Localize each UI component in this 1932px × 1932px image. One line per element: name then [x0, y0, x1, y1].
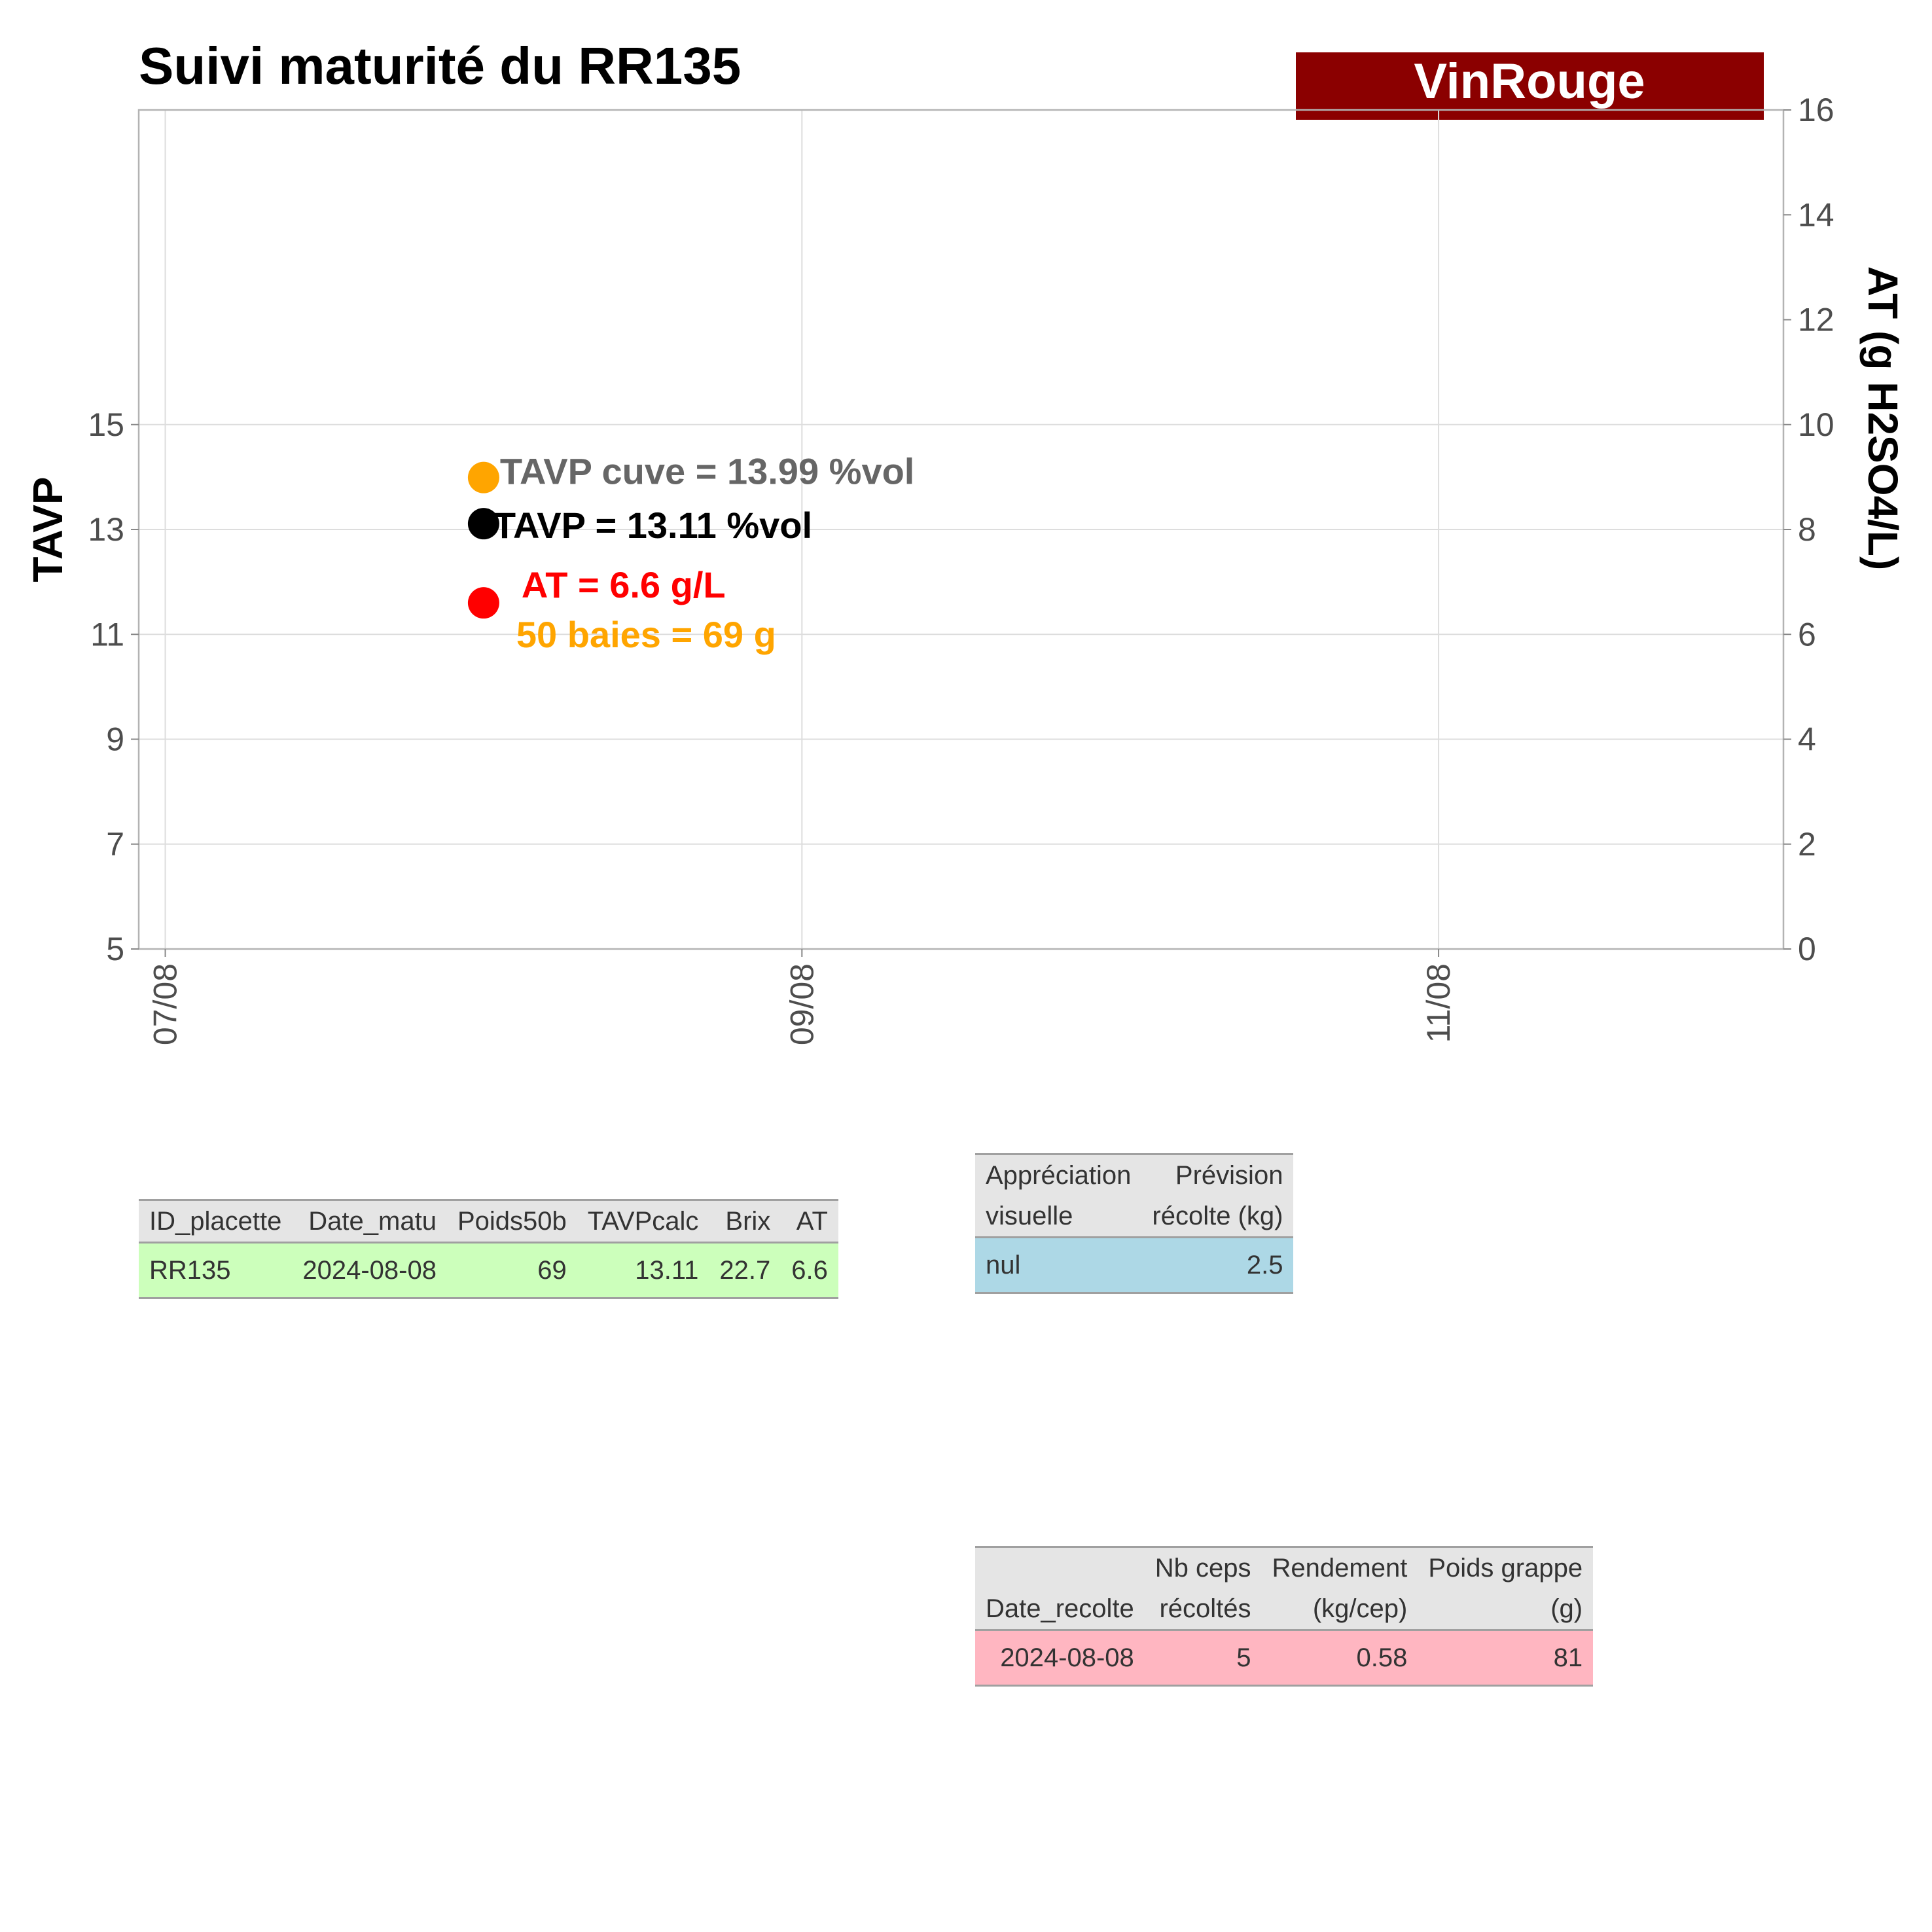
- y2-tick-label: 4: [1798, 721, 1816, 758]
- harvest-table: Nb ceps Rendement Poids grappe Date_reco…: [975, 1546, 1594, 1687]
- y-axis-title: TAVP: [24, 476, 71, 582]
- data-point: [467, 587, 499, 619]
- y-tick-label: 7: [106, 826, 124, 863]
- col-header-rendement-line2: (kg/cep): [1261, 1588, 1418, 1631]
- col-header-id-placette: ID_placette: [139, 1199, 293, 1243]
- col-header-tavpcalc: TAVPcalc: [577, 1199, 709, 1243]
- col-header-nb-ceps-line2: récoltés: [1144, 1588, 1262, 1631]
- col-header-poids-grappe: Poids grappe: [1418, 1546, 1594, 1588]
- y2-tick-label: 8: [1798, 511, 1816, 548]
- brand-badge: [1296, 52, 1764, 120]
- y2-tick-label: 6: [1798, 616, 1816, 653]
- col-header-nb-ceps: Nb ceps: [1144, 1546, 1262, 1588]
- col-header-appreciation: Appréciation: [975, 1153, 1142, 1196]
- x-tick-label: 09/08: [783, 963, 820, 1045]
- data-label: AT = 6.6 g/L: [522, 564, 726, 605]
- y2-tick-label: 12: [1798, 302, 1834, 338]
- brand-badge-label: VinRouge: [1414, 54, 1645, 109]
- cell-date-recolte: 2024-08-08: [975, 1630, 1145, 1687]
- cell-poids-grappe: 81: [1418, 1630, 1594, 1687]
- col-header-poids50b: Poids50b: [446, 1199, 577, 1243]
- data-label: TAVP = 13.11 %vol: [493, 505, 812, 546]
- y2-tick-label: 0: [1798, 931, 1816, 967]
- col-header-prevision: Prévision: [1141, 1153, 1294, 1196]
- col-header-at: AT: [781, 1199, 838, 1243]
- y2-tick-label: 16: [1798, 92, 1834, 128]
- data-point: [467, 508, 499, 540]
- col-header-rendement: Rendement: [1261, 1546, 1418, 1588]
- col-header-empty: [975, 1546, 1145, 1588]
- table-row: 2024-08-08 5 0.58 81: [975, 1630, 1594, 1687]
- cell-date-matu: 2024-08-08: [292, 1242, 447, 1299]
- y-tick-label: 15: [88, 406, 124, 443]
- x-tick-label: 11/08: [1420, 963, 1457, 1043]
- y2-tick-label: 2: [1798, 826, 1816, 863]
- data-label: TAVP cuve = 13.99 %vol: [500, 451, 914, 492]
- x-tick-label: 07/08: [147, 963, 184, 1045]
- y2-tick-label: 14: [1798, 196, 1834, 233]
- col-header-date-matu: Date_matu: [292, 1199, 447, 1243]
- cell-prevision: 2.5: [1141, 1237, 1294, 1294]
- cell-nb-ceps: 5: [1144, 1630, 1262, 1687]
- col-header-prevision-line2: récolte (kg): [1141, 1196, 1294, 1238]
- col-header-appreciation-line2: visuelle: [975, 1196, 1142, 1238]
- cell-appreciation: nul: [975, 1237, 1142, 1294]
- col-header-poids-grappe-line2: (g): [1418, 1588, 1594, 1631]
- appreciation-table: Appréciation Prévision visuelle récolte …: [975, 1153, 1294, 1294]
- y-tick-label: 11: [90, 616, 124, 653]
- col-header-date-recolte: Date_recolte: [975, 1588, 1145, 1631]
- data-point: [467, 461, 499, 493]
- y-tick-label: 13: [88, 511, 124, 548]
- cell-poids50b: 69: [446, 1242, 577, 1299]
- table-row: RR135 2024-08-08 69 13.11 22.7 6.6: [139, 1242, 838, 1299]
- cell-id-placette: RR135: [139, 1242, 293, 1299]
- cell-rendement: 0.58: [1261, 1630, 1418, 1687]
- cell-brix: 22.7: [709, 1242, 781, 1299]
- y-tick-label: 9: [106, 721, 124, 758]
- table-row: nul 2.5: [975, 1237, 1294, 1294]
- maturity-table: ID_placette Date_matu Poids50b TAVPcalc …: [139, 1199, 838, 1299]
- cell-at: 6.6: [781, 1242, 838, 1299]
- cell-tavpcalc: 13.11: [577, 1242, 709, 1299]
- y2-axis-title: AT (g H2SO4/L): [1859, 266, 1906, 571]
- col-header-brix: Brix: [709, 1199, 781, 1243]
- y-tick-label: 5: [106, 931, 124, 967]
- data-label: 50 baies = 69 g: [516, 614, 776, 655]
- page-title: Suivi maturité du RR135: [139, 37, 741, 95]
- y2-tick-label: 10: [1798, 406, 1834, 443]
